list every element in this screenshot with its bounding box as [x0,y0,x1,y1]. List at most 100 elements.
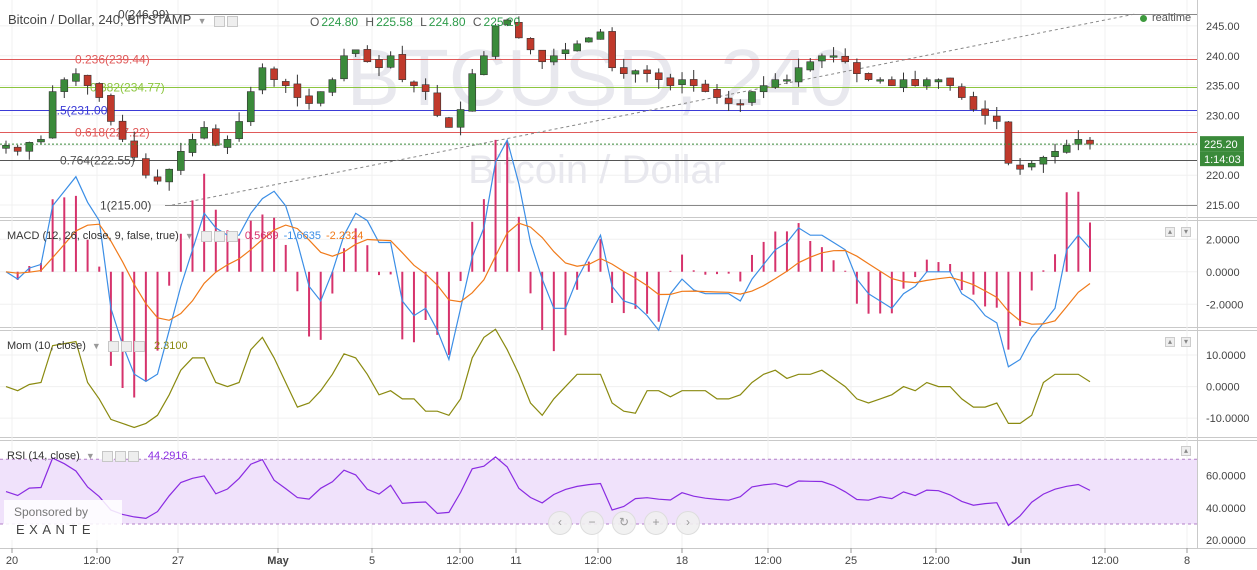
watermark-symbol: BTCUSD, 240 [347,33,854,122]
sponsor-badge[interactable]: Sponsored by EXANTE [4,500,122,540]
candle-body [293,83,302,98]
candle-body [631,70,640,75]
time-label: 20 [6,555,18,567]
candle-body [678,79,686,85]
candle-body [515,22,523,39]
signal-line [5,222,1091,325]
eye-icon[interactable] [101,450,113,462]
rsi-label[interactable]: RSI (14, close) [7,450,80,462]
candle-body [107,95,115,122]
candle-body [584,37,593,43]
time-label: 8 [1184,555,1190,567]
candle-body [445,117,453,128]
maximize-pane-icon[interactable]: ▴ [1165,337,1175,347]
candle-body [72,73,80,82]
time-label: 11 [510,555,521,567]
eye-icon[interactable] [213,16,225,28]
mom-label[interactable]: Mom (10, close) [7,340,86,352]
candle-body [736,103,745,106]
candle-body [398,54,407,80]
settings-icon[interactable] [120,340,132,352]
settings-icon[interactable] [114,450,126,462]
zoom-out-icon[interactable]: − [580,511,604,535]
reset-icon[interactable]: ↻ [612,511,636,535]
candle-body [363,49,372,63]
price-tick-label: 245.00 [1206,21,1240,33]
price-tick-label: 235.00 [1206,81,1240,93]
zoom-in-icon[interactable]: + [644,511,668,535]
candle-body [923,79,931,87]
chevron-down-icon[interactable]: ▼ [85,451,95,462]
candle-body [689,79,698,86]
close-key: C [472,15,482,29]
macd-label[interactable]: MACD (12, 26, close, 9, false, true) [7,230,179,242]
candle-body [305,95,313,104]
candle-body [771,79,780,88]
candle-body [1051,151,1059,158]
candle-body [25,142,34,152]
close-icon[interactable] [226,230,238,242]
macd-value: 0.5689 [244,230,279,242]
fib-label: 0(246.99) [118,8,169,22]
chevron-down-icon[interactable]: ▼ [184,231,194,242]
close-icon[interactable] [133,340,145,352]
chevron-right-icon[interactable]: › [676,511,700,535]
watermark: BTCUSD, 240 Bitcoin / Dollar [347,33,854,192]
high-value: 225.58 [376,15,413,29]
momentum-line [5,328,1091,429]
settings-icon[interactable] [226,16,238,28]
open-key: O [310,15,320,29]
axes: 20 12:00 27 May 5 12:00 11 12:00 18 12:00 25 12:00 J… [6,21,1250,567]
candle-body [946,77,954,86]
candle-body [899,79,908,89]
eye-icon[interactable] [107,340,119,352]
settings-icon[interactable] [213,230,225,242]
candle-body [95,83,104,98]
chevron-left-icon[interactable]: ‹ [548,511,572,535]
last-price-label: 225.20 [1204,139,1238,151]
fib-label: 0.764(222.55) [60,154,135,168]
candle-body [316,91,325,104]
price-tick-label: 220.00 [1206,170,1240,182]
candle-body [596,31,605,40]
candle-body [37,139,45,143]
candle-body [200,127,208,139]
candle-body [876,79,884,82]
candle-body [223,139,232,148]
symbol-title[interactable]: Bitcoin / Dollar, 240, BITSTAMP [8,12,192,27]
candle-body [981,108,989,116]
candle-body [212,128,220,146]
maximize-pane-icon[interactable]: ▴ [1181,446,1191,456]
rsi-tick-label: 60.0000 [1206,470,1246,482]
candle-body [491,25,500,57]
candle-body [258,67,267,91]
open-value: 224.80 [321,15,359,29]
eye-icon[interactable] [200,230,212,242]
candle-body [13,146,22,152]
candle-body [1039,156,1048,165]
fib-label: 0.382(234.77) [90,81,165,95]
candle-body [748,91,756,103]
mom-value: 2.3100 [153,340,188,352]
countdown-tag [1200,151,1244,167]
candle-body [573,43,581,52]
close-icon[interactable] [127,450,139,462]
time-label: 12:00 [584,555,612,567]
time-label: 27 [172,555,184,567]
candle-body [188,139,197,153]
candle-body [806,61,815,71]
candle-body [270,68,278,80]
candle-body [246,91,255,123]
realtime-label: realtime [1152,12,1192,24]
candle-body [410,81,418,86]
chevron-down-icon[interactable]: ▼ [91,341,101,352]
minimize-pane-icon[interactable]: ▾ [1181,337,1191,347]
ohlc-readout: O 224.80 H 225.58 L 224.80 C 225.20 [310,15,524,29]
candle-body [142,158,150,176]
maximize-pane-icon[interactable]: ▴ [1165,227,1175,237]
candle-body [666,77,675,86]
mom-legend: Mom (10, close) ▼ 2.3100 [7,340,188,352]
chevron-down-icon[interactable]: ▼ [197,15,207,26]
minimize-pane-icon[interactable]: ▾ [1181,227,1191,237]
time-label: 12:00 [1091,555,1119,567]
